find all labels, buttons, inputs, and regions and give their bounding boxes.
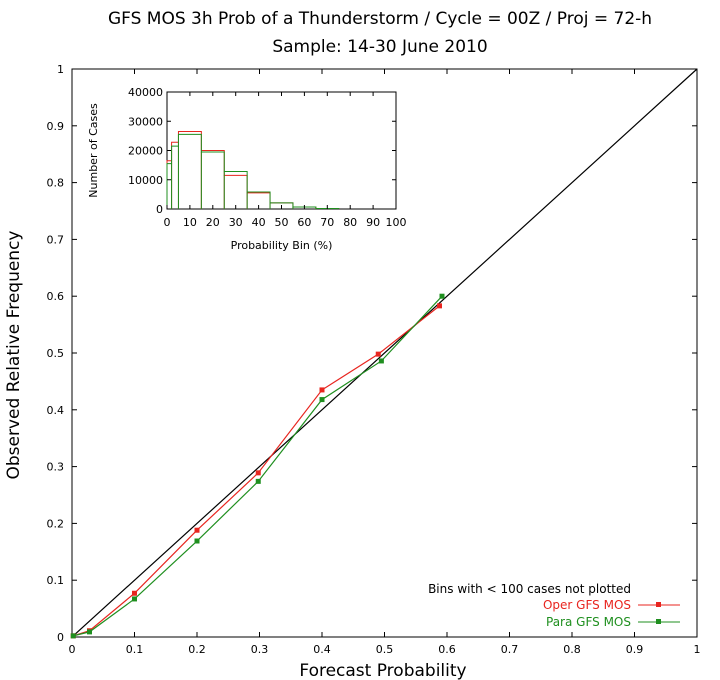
legend-marker-para [656, 619, 661, 624]
x-tick-label: 0.8 [563, 643, 581, 656]
inset-x-tick-label: 0 [164, 216, 171, 229]
inset-y-axis-label: Number of Cases [87, 103, 100, 198]
x-tick-label: 0.7 [501, 643, 519, 656]
y-tick-label: 0.4 [47, 404, 65, 417]
main-axes: 0 0.1 0.2 0.3 0.4 0.5 0.6 0.7 0.8 0.9 100.10.20.30… [47, 63, 701, 656]
x-tick-label: 0 [69, 643, 76, 656]
diagonal-line [71, 68, 698, 638]
x-axis-label: Forecast Probability [299, 661, 466, 680]
inset-x-tick-label: 80 [343, 216, 357, 229]
y-tick-label: 0 [57, 631, 64, 644]
inset-x-tick-label: 30 [229, 216, 243, 229]
inset-x-tick-label: 90 [366, 216, 380, 229]
series-point-0 [132, 590, 137, 596]
inset-y-tick-label: 0 [156, 203, 163, 216]
inset-y-tick-label: 30000 [128, 115, 163, 128]
x-tick-label: 0.9 [626, 643, 644, 656]
inset-x-tick-label: 10 [183, 216, 197, 229]
series-point-1 [378, 358, 384, 364]
y-tick-label: 0.1 [47, 574, 65, 587]
y-tick-label: 0.9 [47, 120, 65, 133]
y-tick-label: 0.5 [47, 347, 65, 360]
inset-histogram: 0 10 20 30 40 50 60 70 80 90 100 0 10000 20000 30000 40… [87, 86, 407, 252]
inset-y-tick-label: 40000 [128, 86, 163, 99]
x-tick-label: 0.4 [313, 643, 331, 656]
y-tick-label: 0.7 [47, 233, 65, 246]
inset-x-tick-label: 50 [275, 216, 289, 229]
y-tick-label: 0.8 [47, 177, 65, 190]
legend: Bins with < 100 cases not plotted Oper G… [428, 582, 680, 629]
inset-x-tick-label: 70 [320, 216, 334, 229]
x-tick-label: 0.6 [438, 643, 456, 656]
y-tick-label: 1 [57, 63, 64, 76]
series-point-1 [87, 629, 92, 635]
series-point-0 [319, 387, 325, 393]
legend-label-oper: Oper GFS MOS [543, 598, 631, 612]
chart-subtitle: Sample: 14-30 June 2010 [272, 37, 487, 57]
main-series [70, 293, 445, 639]
inset-x-tick-label: 20 [206, 216, 220, 229]
series-line-1 [73, 295, 443, 637]
x-tick-label: 0.3 [251, 643, 269, 656]
y-tick-label: 0.3 [47, 461, 65, 474]
x-tick-label: 0.5 [376, 643, 394, 656]
series-line-0 [73, 305, 440, 637]
y-axis-label: Observed Relative Frequency [4, 231, 24, 480]
legend-marker-oper [656, 602, 661, 607]
inset-x-axis-label: Probability Bin (%) [231, 239, 333, 252]
series-point-0 [437, 303, 442, 309]
x-tick-label: 0.1 [126, 643, 144, 656]
series-point-0 [194, 527, 200, 533]
series-point-1 [194, 538, 200, 544]
series-point-1 [439, 293, 445, 299]
y-tick-label: 0.2 [47, 517, 65, 530]
inset-x-tick-label: 100 [386, 216, 407, 229]
series-point-1 [70, 633, 76, 639]
inset-y-tick-label: 20000 [128, 145, 163, 158]
series-point-1 [319, 397, 325, 403]
x-tick-label: 0.2 [188, 643, 206, 656]
x-tick-label: 1 [694, 643, 701, 656]
inset-x-tick-label: 40 [252, 216, 266, 229]
inset-y-tick-label: 10000 [128, 174, 163, 187]
chart-title: GFS MOS 3h Prob of a Thunderstorm / Cycl… [108, 9, 652, 29]
inset-x-tick-label: 60 [297, 216, 311, 229]
series-point-0 [255, 470, 261, 476]
legend-label-para: Para GFS MOS [546, 615, 631, 629]
inset-step-1 [166, 133, 340, 210]
series-point-1 [255, 478, 261, 484]
series-point-0 [375, 351, 381, 357]
y-tick-label: 0.6 [47, 290, 65, 303]
series-point-1 [132, 596, 137, 602]
legend-note: Bins with < 100 cases not plotted [428, 582, 631, 596]
